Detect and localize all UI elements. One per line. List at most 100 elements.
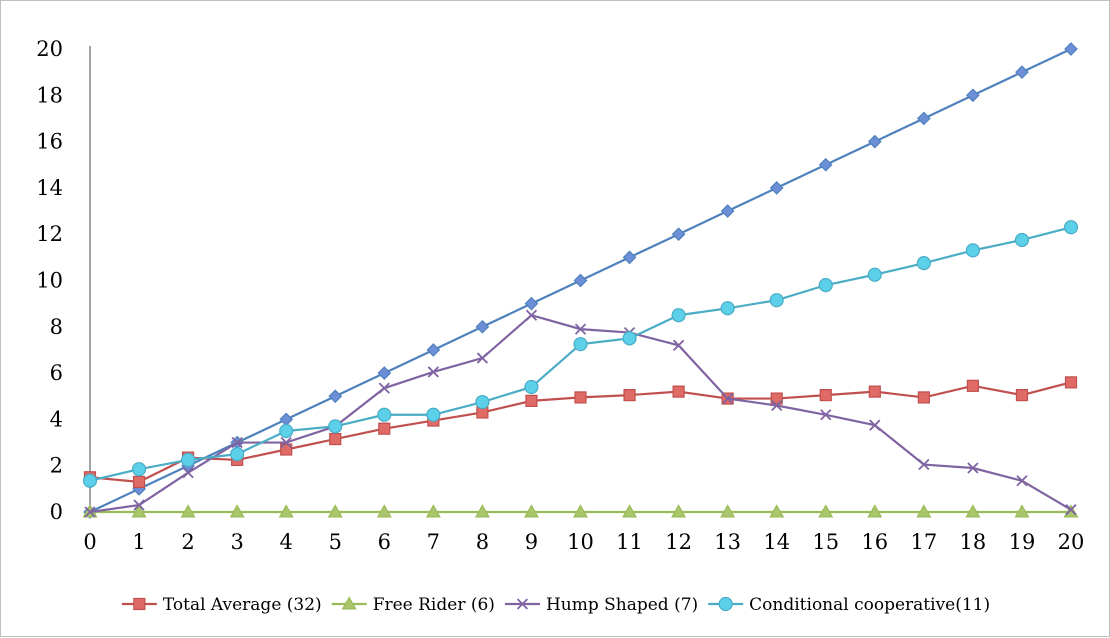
x-tick-label: 6 bbox=[378, 530, 391, 554]
data-point bbox=[525, 394, 538, 407]
data-point bbox=[1014, 232, 1030, 248]
series-1 bbox=[83, 376, 1078, 489]
y-tick-label: 2 bbox=[50, 454, 63, 478]
data-point bbox=[818, 278, 833, 293]
legend-item: Conditional cooperative(11) bbox=[708, 595, 990, 615]
data-point bbox=[181, 452, 196, 468]
y-tick-labels: 0 2 4 6 8 10 12 14 16 18 20 bbox=[36, 37, 63, 524]
data-point bbox=[769, 293, 784, 308]
x-tick-label: 8 bbox=[476, 530, 489, 554]
data-point bbox=[476, 352, 489, 364]
data-point bbox=[230, 447, 245, 462]
data-point bbox=[771, 399, 783, 412]
x-tick-label: 17 bbox=[910, 530, 937, 554]
data-point bbox=[819, 388, 832, 402]
data-point bbox=[475, 319, 490, 334]
x-tick-label: 20 bbox=[1058, 530, 1085, 554]
data-point bbox=[131, 462, 147, 477]
data-point bbox=[1065, 504, 1077, 516]
data-point bbox=[180, 504, 196, 518]
data-point bbox=[426, 343, 441, 357]
data-point bbox=[867, 504, 883, 518]
legend: Total Average (32) Free Rider (6) Hump Sha… bbox=[121, 595, 990, 615]
data-point bbox=[672, 339, 685, 351]
data-point bbox=[84, 506, 96, 518]
y-tick-label: 6 bbox=[50, 361, 63, 385]
data-point bbox=[280, 436, 292, 449]
data-point bbox=[378, 382, 390, 394]
x-tick-label: 19 bbox=[1009, 530, 1036, 554]
data-point bbox=[1015, 388, 1029, 402]
data-point bbox=[377, 366, 392, 380]
data-point bbox=[329, 432, 342, 446]
data-point bbox=[1064, 376, 1078, 389]
data-point bbox=[328, 419, 343, 434]
data-point bbox=[280, 443, 293, 456]
x-tick-label: 16 bbox=[861, 530, 888, 554]
y-tick-label: 14 bbox=[36, 176, 63, 200]
legend-marker bbox=[718, 596, 733, 612]
data-point bbox=[427, 366, 439, 378]
x-tick-label: 1 bbox=[132, 530, 145, 554]
data-point bbox=[622, 250, 637, 265]
data-point bbox=[867, 134, 882, 149]
data-point bbox=[720, 204, 735, 218]
data-point bbox=[769, 504, 785, 518]
data-point bbox=[328, 389, 343, 404]
data-point bbox=[182, 467, 194, 479]
data-point bbox=[818, 504, 834, 518]
x-tick-label: 12 bbox=[665, 530, 692, 554]
x-tick-label: 13 bbox=[714, 530, 741, 554]
legend-label: Total Average (32) bbox=[163, 595, 322, 615]
data-point bbox=[574, 323, 587, 335]
legend-label: Free Rider (6) bbox=[373, 595, 495, 615]
y-tick-label: 20 bbox=[36, 37, 63, 61]
data-point bbox=[425, 504, 441, 518]
data-point bbox=[818, 157, 833, 172]
data-point bbox=[131, 504, 147, 518]
data-point bbox=[623, 388, 636, 402]
data-point bbox=[622, 331, 637, 346]
legend-marker bbox=[133, 597, 146, 611]
x-tick-label: 7 bbox=[427, 530, 440, 554]
y-tick-label: 4 bbox=[50, 407, 63, 431]
x-tick-labels: 0 1 2 3 4 5 6 7 8 9 10 11 12 13 14 15 16 17 18 19 20 bbox=[83, 530, 1084, 554]
data-point bbox=[574, 391, 587, 404]
data-point bbox=[279, 423, 294, 439]
data-point bbox=[916, 256, 931, 271]
series-4 bbox=[82, 220, 1079, 488]
data-point bbox=[967, 462, 979, 474]
data-point bbox=[133, 499, 145, 511]
data-point bbox=[572, 504, 589, 518]
legend-item: Free Rider (6) bbox=[331, 595, 495, 615]
data-point bbox=[622, 504, 638, 518]
x-tick-label: 4 bbox=[280, 530, 293, 554]
data-point bbox=[966, 88, 980, 103]
data-point bbox=[1063, 220, 1079, 235]
data-point bbox=[965, 504, 981, 518]
series-layer bbox=[82, 42, 1079, 519]
legend-marker bbox=[516, 598, 529, 610]
data-point bbox=[1064, 42, 1078, 56]
data-point bbox=[672, 385, 685, 398]
data-point bbox=[378, 422, 391, 435]
data-point bbox=[426, 407, 441, 422]
data-point bbox=[671, 227, 686, 242]
series-2 bbox=[82, 504, 1079, 518]
data-point bbox=[869, 419, 881, 431]
y-tick-label: 8 bbox=[50, 315, 63, 339]
data-point bbox=[377, 407, 392, 422]
data-point bbox=[573, 273, 588, 288]
data-point bbox=[965, 243, 981, 258]
x-tick-label: 0 bbox=[83, 530, 96, 554]
data-point bbox=[524, 296, 539, 311]
legend-marker bbox=[341, 596, 357, 610]
data-point bbox=[279, 412, 294, 427]
y-tick-label: 18 bbox=[36, 83, 63, 107]
data-point bbox=[573, 337, 588, 352]
legend-label: Conditional cooperative(11) bbox=[749, 595, 990, 615]
x-tick-label: 10 bbox=[567, 530, 594, 554]
data-point bbox=[769, 181, 784, 195]
data-point bbox=[867, 267, 882, 282]
